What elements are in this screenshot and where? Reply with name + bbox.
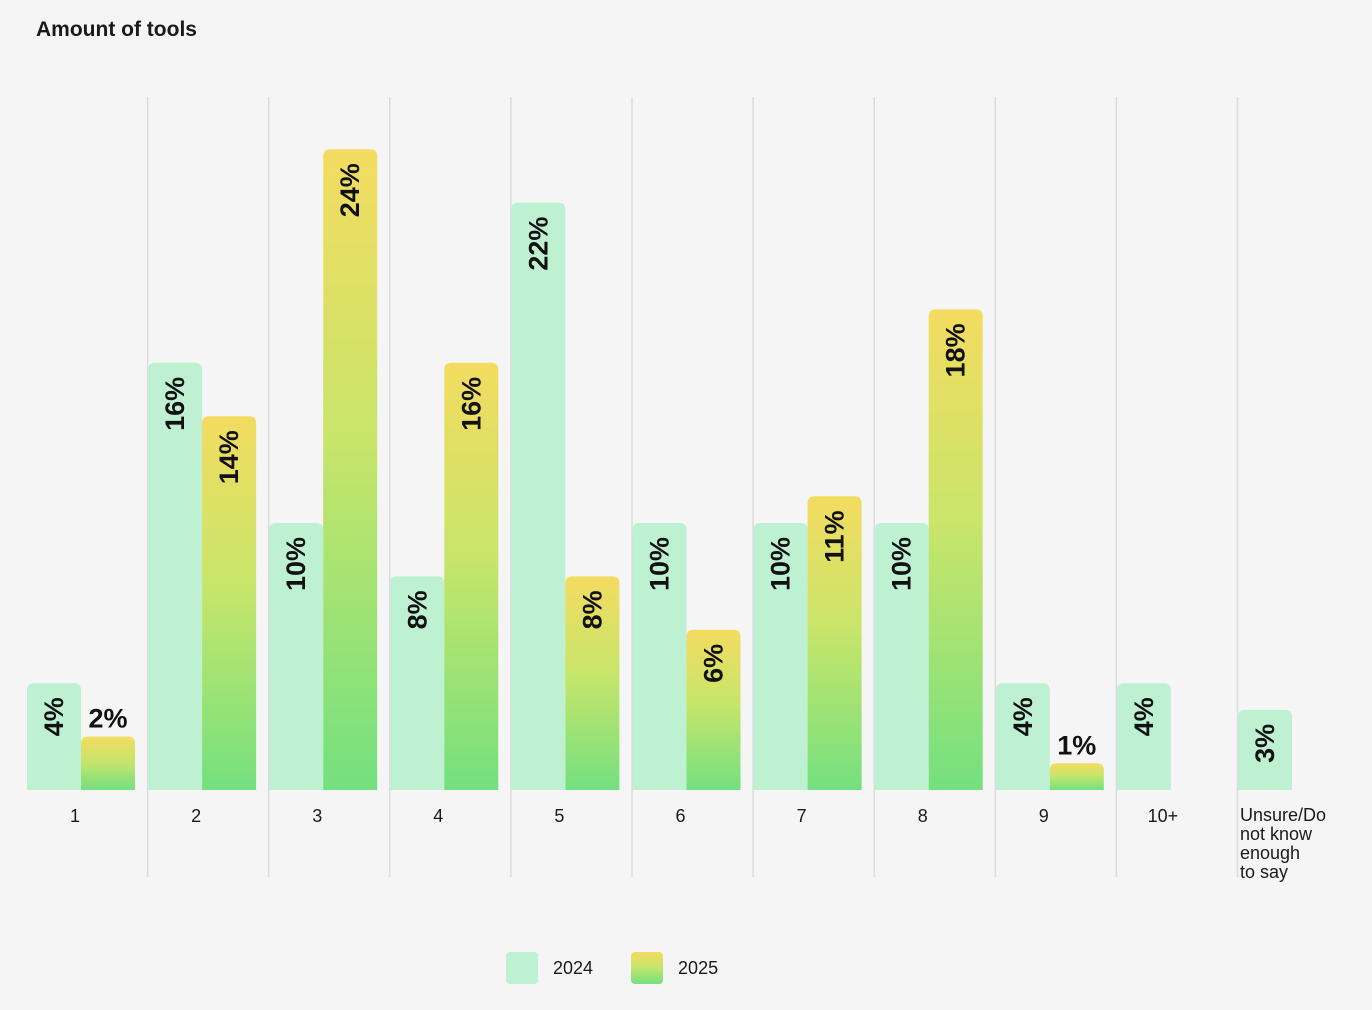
bar-value-label: 24% — [335, 163, 365, 217]
category-label: 9 — [1039, 806, 1049, 826]
category-label-line: not know — [1240, 824, 1313, 844]
bar-2024-9 — [995, 683, 1050, 790]
legend-item-2024[interactable]: 2024 — [506, 952, 593, 984]
bar-value-label: 16% — [160, 377, 190, 431]
legend-swatch-2024 — [506, 952, 538, 984]
bar-value-label: 16% — [456, 377, 486, 431]
bar-2024-6 — [632, 523, 687, 790]
bar-2025-1 — [81, 736, 135, 790]
bar-2025-8 — [928, 309, 983, 790]
category-label: 10+ — [1148, 806, 1179, 826]
bar-value-label: 1% — [1057, 730, 1096, 760]
bar-2024-11 — [1238, 709, 1292, 790]
chart-title: Amount of tools — [36, 18, 197, 41]
bar-2024-7 — [753, 523, 808, 790]
bar-2024-4 — [390, 576, 445, 790]
category-label-line: to say — [1240, 862, 1288, 882]
bar-2024-1 — [27, 683, 81, 790]
legend-swatch-2025 — [631, 952, 664, 984]
category-label-line: enough — [1240, 843, 1300, 863]
bar-2025-3 — [323, 149, 378, 790]
category-label: 1 — [70, 806, 80, 826]
category-label: 3 — [312, 806, 322, 826]
category-label-line: Unsure/Do — [1240, 805, 1326, 825]
bar-value-label: 14% — [214, 430, 244, 484]
bar-2024-3 — [269, 523, 324, 790]
legend-label: 2025 — [678, 957, 719, 978]
bar-value-label: 3% — [1250, 724, 1280, 763]
category-label: 6 — [675, 806, 685, 826]
category-label: 2 — [191, 806, 201, 826]
bar-value-label: 10% — [281, 537, 311, 591]
bar-value-label: 22% — [523, 217, 553, 271]
bar-value-label: 6% — [699, 644, 729, 683]
legend: 2024 2025 — [506, 952, 756, 984]
bar-value-label: 2% — [88, 704, 127, 734]
category-label: 5 — [554, 806, 564, 826]
bar-2024-2 — [148, 362, 203, 790]
gridlines — [146, 97, 1239, 877]
bar-2024-5 — [511, 202, 566, 791]
bar-chart: 4% 2%16%14%10%24%8%16%22%8%10%6%10%11%10%… — [27, 97, 1326, 882]
category-label: 4 — [433, 806, 443, 826]
legend-label: 2024 — [553, 957, 594, 978]
bar-value-label: 10% — [766, 537, 796, 591]
bar-value-label: 8% — [577, 590, 607, 629]
category-label: 7 — [797, 806, 807, 826]
bar-2024-10 — [1116, 683, 1171, 790]
bar-value-label: 4% — [1008, 697, 1038, 736]
legend-item-2025[interactable]: 2025 — [631, 952, 718, 984]
bar-value-label: 8% — [402, 590, 432, 629]
bar-value-label: 18% — [941, 323, 971, 377]
bar-value-label: 4% — [39, 697, 69, 736]
bar-2025-7 — [807, 496, 862, 790]
bar-value-label: 11% — [820, 510, 850, 563]
category-label: 8 — [918, 806, 928, 826]
bar-value-label: 10% — [645, 537, 675, 591]
category-labels: 1 2 3 4 5 6 7 8 9 10+ Unsure/Do not know enough to sa… — [70, 805, 1326, 882]
bar-2025-9 — [1049, 763, 1104, 790]
bar-2025-2 — [202, 416, 257, 790]
category-label: Unsure/Do not know enough to say — [1240, 805, 1326, 882]
bar-labels: 4% 2% 16% 14% 10% 24% 8% 16% 22% 8% 10% 6% 10% 11% 10%… — [39, 163, 1280, 763]
bar-value-label: 10% — [887, 537, 917, 591]
bars — [27, 149, 1292, 791]
bar-2024-8 — [874, 523, 929, 790]
bar-value-label: 4% — [1129, 697, 1159, 736]
bar-2025-4 — [444, 362, 499, 790]
bar-2025-6 — [686, 629, 741, 790]
bar-2025-5 — [565, 576, 620, 790]
